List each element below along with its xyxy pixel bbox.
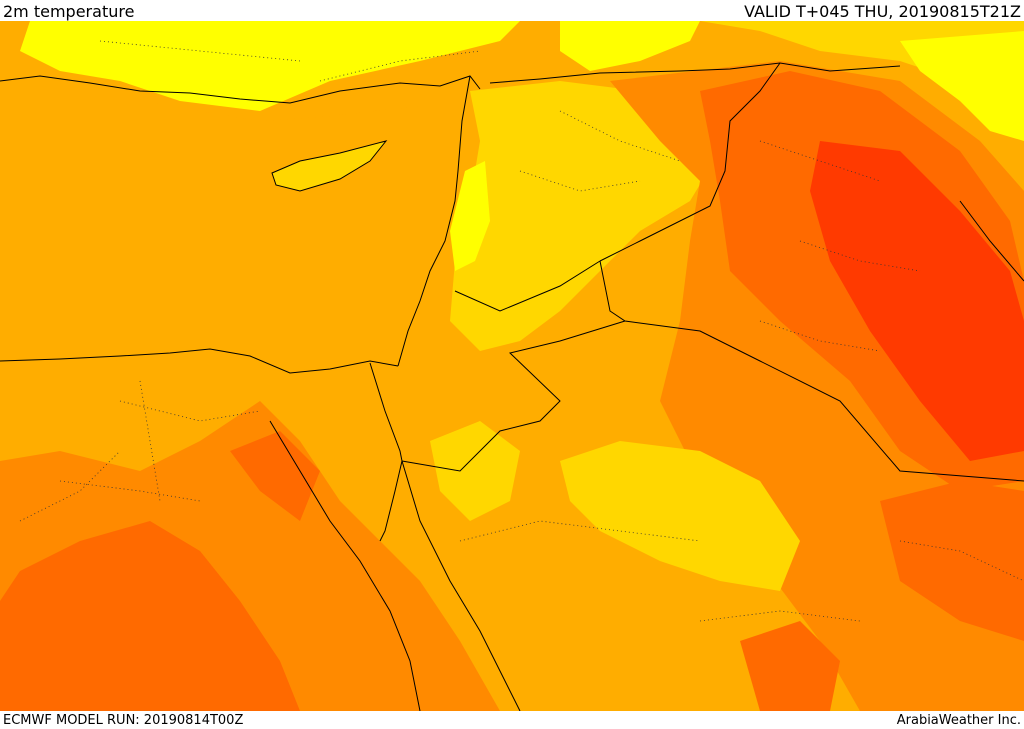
map-footer: ECMWF MODEL RUN: 20190814T00Z ArabiaWeat… [0, 711, 1024, 729]
border-egypt-israel [369, 362, 403, 462]
field-south-red-2 [880, 481, 1024, 641]
field-levant-lightyellow [450, 161, 490, 271]
field-north-lightyellow-2 [560, 21, 700, 71]
field-egypt-darkorange-2 [230, 431, 320, 521]
coastline-sinai-gulf [269, 420, 421, 711]
coastline-gulf [959, 200, 1024, 282]
border-syria-turkey [489, 62, 901, 84]
cyprus-island [271, 140, 388, 192]
field-south-red [740, 621, 840, 711]
coastline-turkey [0, 75, 481, 104]
coastline-levant [397, 75, 471, 367]
field-iraq-red [810, 141, 1024, 461]
coastline-egypt [0, 348, 399, 374]
coastline-aqaba [379, 460, 403, 542]
temperature-field [0, 21, 1024, 711]
border-syria-iraq [599, 62, 781, 262]
credit-label: ArabiaWeather Inc. [896, 713, 1021, 728]
border-jordan-saudi [401, 320, 626, 472]
field-egypt-darkorange [0, 521, 300, 711]
border-jordan-iraq-saudi [599, 260, 1024, 482]
valid-time: VALID T+045 THU, 20190815T21Z [744, 2, 1021, 21]
temperature-map[interactable] [0, 21, 1024, 711]
field-northeast-lightyellow [900, 31, 1024, 141]
field-saudi-yellow [560, 441, 800, 591]
border-syria-jordan [454, 260, 601, 312]
map-header: 2m temperature VALID T+045 THU, 20190815… [0, 0, 1024, 21]
internal-boundaries [19, 40, 1024, 622]
field-levant-yellow [450, 81, 720, 351]
coastline-redsea-east [401, 460, 521, 711]
field-sea [0, 96, 470, 371]
field-saudi-yellow-2 [430, 421, 520, 521]
model-run-label: ECMWF MODEL RUN: 20190814T00Z [3, 713, 244, 728]
field-north-lightyellow [20, 21, 520, 111]
field-north-yellow [0, 21, 1024, 101]
map-title: 2m temperature [3, 2, 135, 21]
